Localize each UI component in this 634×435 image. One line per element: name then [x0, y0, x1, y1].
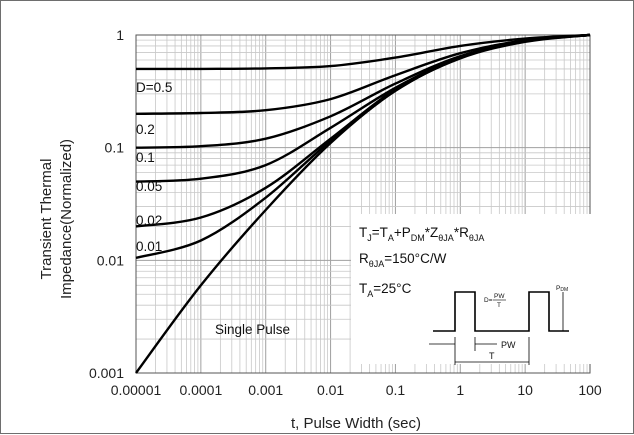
waveform-pw-label: PW — [501, 340, 516, 350]
y-tick-label: 0.01 — [97, 252, 124, 268]
x-axis-title: t, Pulse Width (sec) — [291, 415, 421, 432]
y-tick-label: 0.001 — [89, 365, 124, 381]
curve-label-005: 0.05 — [136, 179, 162, 194]
curve-d-0-5 — [135, 33, 591, 71]
waveform-duty-pw: PW — [494, 293, 505, 300]
x-tick-labels: 0.00001 0.0001 0.001 0.01 0.1 1 10 100 — [111, 382, 602, 398]
x-tick-label: 1 — [456, 382, 464, 398]
curves — [135, 33, 591, 374]
waveform-duty-label: D= — [484, 297, 493, 304]
curve-label-01: 0.1 — [136, 150, 155, 165]
x-tick-label: 0.0001 — [179, 382, 222, 398]
curve-label-02: 0.2 — [136, 122, 155, 137]
curve-label-single-pulse: Single Pulse — [215, 322, 290, 337]
waveform-duty-t: T — [497, 302, 501, 309]
y-axis-title-line1: Transient Thermal — [38, 159, 55, 280]
x-tick-label: 0.1 — [386, 382, 406, 398]
y-axis-title-line2: Impedance(Normalized) — [58, 139, 75, 299]
y-tick-label: 0.1 — [105, 140, 125, 156]
x-tick-label: 0.00001 — [111, 382, 162, 398]
curve-label-001: 0.01 — [136, 239, 162, 254]
x-tick-label: 0.01 — [317, 382, 344, 398]
formula-tj: TJ=TA+PDM*ZθJA*RθJA — [359, 225, 484, 243]
x-tick-label: 10 — [517, 382, 533, 398]
y-tick-label: 1 — [116, 27, 124, 43]
x-tick-label: 0.001 — [248, 382, 283, 398]
waveform-pdm-label: PDM — [556, 285, 568, 293]
waveform-dimension-lines — [429, 292, 564, 365]
formula-ta: TA=25°C — [359, 281, 412, 299]
curve-label-d05: D=0.5 — [136, 80, 172, 95]
y-tick-labels: 0.001 0.01 0.1 1 — [89, 27, 124, 381]
curve-single-pulse — [135, 33, 591, 374]
curve-label-002: 0.02 — [136, 213, 162, 228]
formula-box: TJ=TA+PDM*ZθJA*RθJA RθJA=150°C/W TA=25°C — [351, 214, 593, 365]
formula-rtheta: RθJA=150°C/W — [359, 251, 447, 269]
pulse-waveform-diagram — [433, 291, 569, 332]
x-tick-label: 100 — [578, 382, 602, 398]
plot-area — [135, 34, 591, 374]
waveform-t-label: T — [489, 351, 495, 361]
